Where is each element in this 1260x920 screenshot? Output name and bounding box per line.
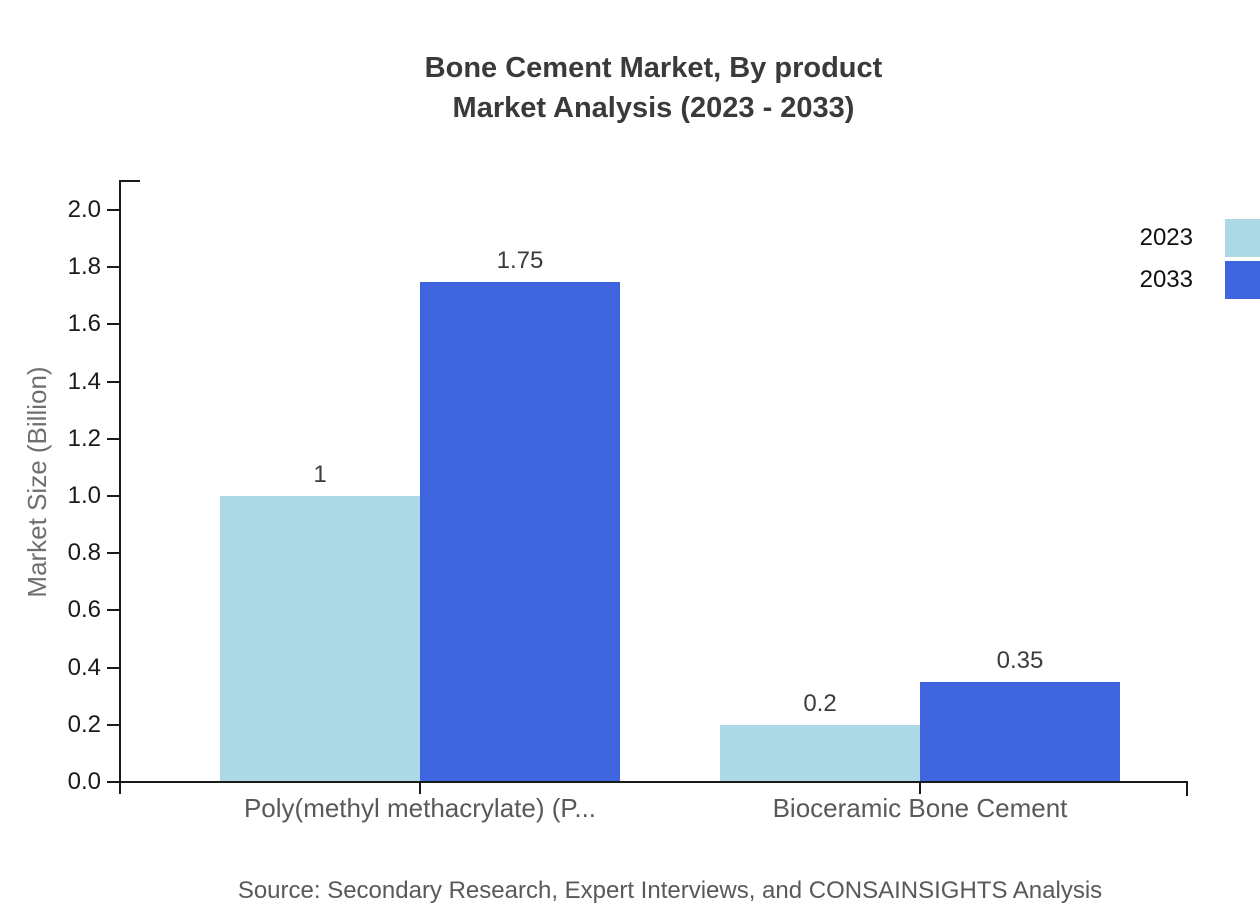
x-axis-line xyxy=(119,781,1188,783)
chart-title: Bone Cement Market, By product Market An… xyxy=(120,48,1187,128)
chart-title-line2: Market Analysis (2023 - 2033) xyxy=(452,92,855,124)
y-tick-label-1.2: 1.2 xyxy=(67,424,101,452)
legend-label-2023: 2023 xyxy=(1139,224,1193,251)
bar-2033-1 xyxy=(920,681,1120,783)
legend-item-2023: 2023 xyxy=(1100,219,1260,257)
legend-item-2033: 2033 xyxy=(1100,261,1260,299)
y-tick-0.0 xyxy=(107,781,120,783)
bar-value-2033-0: 1.75 xyxy=(496,246,544,274)
category-label-1: Bioceramic Bone Cement xyxy=(772,793,1068,823)
y-tick-0.2 xyxy=(107,723,120,726)
y-tick-label-2.0: 2.0 xyxy=(67,196,101,223)
y-tick-1.8 xyxy=(107,266,120,269)
bar-2033-0 xyxy=(420,281,620,783)
y-tick-1.4 xyxy=(107,380,120,383)
source-note: Source: Secondary Research, Expert Inter… xyxy=(237,877,1103,904)
bar-2023-0 xyxy=(220,496,420,783)
y-tick-label-1.0: 1.0 xyxy=(67,482,101,509)
y-tick-label-1.4: 1.4 xyxy=(67,367,101,395)
bar-value-2023-1: 0.2 xyxy=(803,689,837,717)
legend-label-2033: 2033 xyxy=(1139,266,1193,293)
bar-2023-1 xyxy=(720,724,920,783)
x-tick-3 xyxy=(1186,782,1188,794)
y-tick-0.4 xyxy=(107,666,120,669)
y-tick-label-0.8: 0.8 xyxy=(67,539,101,567)
legend-swatch-2033 xyxy=(1225,261,1260,299)
bar-value-2023-0: 1 xyxy=(313,461,327,488)
legend-swatch-2023 xyxy=(1225,219,1260,257)
y-tick-1.2 xyxy=(107,437,120,440)
y-tick-label-0.6: 0.6 xyxy=(67,596,101,624)
y-axis-top-cap xyxy=(119,180,140,182)
bar-value-2033-1: 0.35 xyxy=(996,646,1044,674)
x-tick-2 xyxy=(919,782,921,794)
x-tick-1 xyxy=(419,782,421,794)
y-tick-label-0.0: 0.0 xyxy=(67,768,101,795)
y-tick-0.6 xyxy=(107,609,120,612)
y-tick-label-1.8: 1.8 xyxy=(67,253,101,281)
chart-title-line1: Bone Cement Market, By product xyxy=(424,52,883,84)
y-tick-1.6 xyxy=(107,323,120,326)
category-label-0: Poly(methyl methacrylate) (P... xyxy=(243,793,597,823)
y-tick-0.8 xyxy=(107,552,120,555)
y-tick-label-1.6: 1.6 xyxy=(67,310,101,338)
y-tick-label-0.2: 0.2 xyxy=(67,710,101,738)
legend: 2023 2033 xyxy=(1100,219,1260,303)
y-axis-line xyxy=(119,180,121,784)
y-tick-1.0 xyxy=(107,495,120,497)
y-tick-2.0 xyxy=(107,209,120,211)
x-tick-0 xyxy=(119,782,121,794)
y-tick-label-0.4: 0.4 xyxy=(67,653,101,681)
